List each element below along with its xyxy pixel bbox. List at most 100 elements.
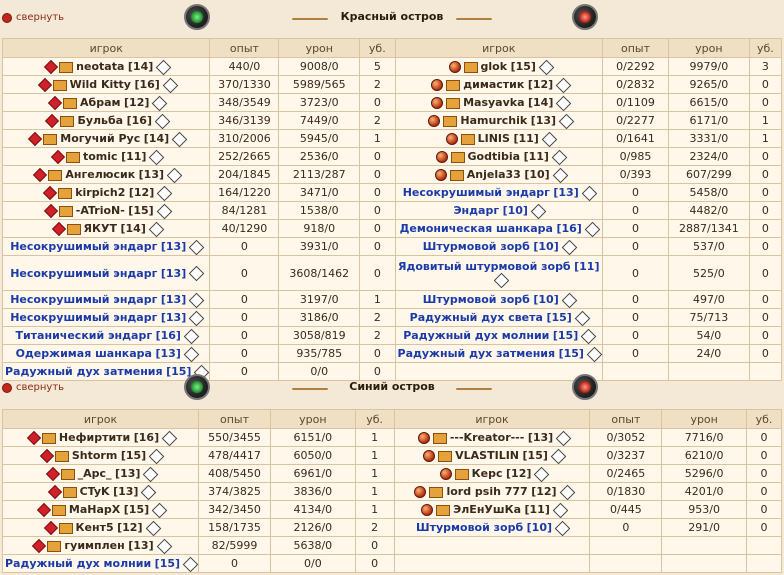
- info-diamond-icon[interactable]: [493, 272, 510, 288]
- player-name[interactable]: tomic [11]: [50, 149, 165, 165]
- collapse-link-2[interactable]: свернуть: [2, 382, 64, 393]
- player-name[interactable]: гуимплен [13]: [31, 538, 172, 554]
- info-diamond-icon[interactable]: [538, 59, 555, 75]
- info-diamond-icon[interactable]: [182, 556, 199, 572]
- info-diamond-icon[interactable]: [552, 502, 569, 518]
- info-diamond-icon[interactable]: [556, 95, 572, 111]
- player-name[interactable]: Нефиртити [16]: [26, 430, 178, 446]
- info-diamond-icon[interactable]: [145, 520, 161, 536]
- player-name[interactable]: kirpich2 [12]: [42, 185, 173, 201]
- info-diamond-icon[interactable]: [586, 346, 603, 362]
- player-name[interactable]: neotata [14]: [43, 59, 172, 75]
- info-diamond-icon[interactable]: [558, 113, 575, 129]
- npc-name[interactable]: Радужный дух затмения [15]: [5, 364, 210, 380]
- player-name[interactable]: glok [15]: [446, 59, 555, 75]
- npc-name[interactable]: Несокрушимый эндарг [13]: [10, 310, 205, 326]
- info-diamond-icon[interactable]: [188, 292, 205, 308]
- npc-name[interactable]: Радужный дух света [15]: [410, 310, 591, 326]
- player-name[interactable]: Godtibia [11]: [433, 149, 568, 165]
- info-diamond-icon[interactable]: [555, 430, 572, 446]
- npc-name[interactable]: Несокрушимый эндарг [13]: [10, 265, 205, 282]
- player-name[interactable]: Кент5 [12]: [43, 520, 161, 536]
- player-name[interactable]: lord psih 777 [12]: [411, 484, 575, 500]
- npc-name[interactable]: Эндарг [10]: [453, 203, 547, 219]
- info-diamond-icon[interactable]: [574, 310, 591, 326]
- player-name[interactable]: Masyavka [14]: [428, 95, 572, 111]
- player-name[interactable]: Керс [12]: [437, 466, 550, 482]
- npc-name[interactable]: Несокрушимый эндарг [13]: [403, 185, 598, 201]
- info-diamond-icon[interactable]: [152, 95, 168, 111]
- info-diamond-icon[interactable]: [530, 203, 547, 219]
- info-diamond-icon[interactable]: [148, 448, 165, 464]
- player-name[interactable]: димастик [12]: [428, 77, 572, 93]
- info-diamond-icon[interactable]: [156, 203, 172, 219]
- player-name[interactable]: ЭлЕнУшКа [11]: [418, 502, 569, 518]
- player-cell: Керс [12]: [393, 464, 591, 483]
- player-name[interactable]: VLASTILIN [15]: [420, 448, 567, 464]
- npc-name[interactable]: Штурмовой зорб [10]: [423, 292, 578, 308]
- info-diamond-icon[interactable]: [188, 265, 205, 282]
- player-name[interactable]: Anjela33 [10]: [432, 167, 568, 183]
- npc-name[interactable]: Радужный дух молнии [15]: [403, 328, 597, 344]
- info-diamond-icon[interactable]: [156, 185, 173, 201]
- info-diamond-icon[interactable]: [561, 292, 578, 308]
- info-diamond-icon[interactable]: [559, 484, 575, 500]
- player-name[interactable]: МаНарХ [15]: [36, 502, 168, 518]
- info-diamond-icon[interactable]: [188, 239, 205, 255]
- player-name[interactable]: Абрам [12]: [47, 95, 168, 111]
- player-name[interactable]: Shtorm [15]: [39, 448, 165, 464]
- player-name[interactable]: Wild Kitty [16]: [37, 77, 179, 93]
- info-diamond-icon[interactable]: [555, 77, 572, 93]
- table-row: МаНарХ [15] 342/3450 4134/0 1 ЭлЕнУшКа [11] 0…: [1, 500, 782, 519]
- info-diamond-icon[interactable]: [183, 346, 200, 362]
- info-diamond-icon[interactable]: [551, 149, 568, 165]
- info-diamond-icon[interactable]: [554, 520, 571, 536]
- info-diamond-icon[interactable]: [143, 466, 159, 482]
- info-diamond-icon[interactable]: [581, 185, 598, 201]
- npc-name[interactable]: Штурмовой зорб [10]: [416, 520, 571, 536]
- info-diamond-icon[interactable]: [154, 113, 171, 129]
- player-name[interactable]: Бульба [16]: [44, 113, 171, 129]
- info-diamond-icon[interactable]: [149, 149, 165, 165]
- info-diamond-icon[interactable]: [188, 310, 205, 326]
- level-label: [12]: [531, 485, 557, 498]
- player-cell: ---Kreator--- [13]: [393, 428, 591, 447]
- info-diamond-icon[interactable]: [166, 167, 183, 183]
- info-diamond-icon[interactable]: [183, 328, 200, 344]
- info-diamond-icon[interactable]: [584, 221, 601, 237]
- info-diamond-icon[interactable]: [156, 538, 172, 554]
- npc-name[interactable]: Ядовитый штурмовой зорб [11]: [398, 260, 600, 288]
- npc-name[interactable]: Радужный дух молнии [15]: [5, 556, 199, 572]
- info-diamond-icon[interactable]: [561, 239, 578, 255]
- info-diamond-icon[interactable]: [141, 484, 157, 500]
- player-name[interactable]: LINIS [11]: [443, 131, 558, 147]
- info-diamond-icon[interactable]: [552, 167, 568, 183]
- npc-name[interactable]: Штурмовой зорб [10]: [423, 239, 578, 255]
- info-diamond-icon[interactable]: [534, 466, 550, 482]
- info-diamond-icon[interactable]: [151, 502, 168, 518]
- info-diamond-icon[interactable]: [148, 221, 165, 237]
- player-name[interactable]: _Apc_ [13]: [45, 466, 159, 482]
- npc-name[interactable]: Несокрушимый эндарг [13]: [10, 239, 205, 255]
- info-diamond-icon[interactable]: [155, 59, 172, 75]
- player-name[interactable]: Hamurchik [13]: [425, 113, 575, 129]
- player-name[interactable]: ---Kreator--- [13]: [415, 430, 572, 446]
- info-diamond-icon[interactable]: [161, 430, 178, 446]
- collapse-link-1[interactable]: свернуть: [2, 12, 64, 23]
- player-name[interactable]: CTyK [13]: [47, 484, 157, 500]
- info-diamond-icon[interactable]: [550, 448, 567, 464]
- npc-name[interactable]: Радужный дух затмения [15]: [398, 346, 603, 362]
- info-diamond-icon[interactable]: [580, 328, 597, 344]
- info-diamond-icon[interactable]: [541, 131, 558, 147]
- player-name[interactable]: ЯКУТ [14]: [51, 221, 165, 237]
- table-row: Несокрушимый эндарг [13] 0 3931/0 0 Штурмово…: [1, 237, 783, 256]
- npc-name[interactable]: Одержимая шанкара [13]: [16, 346, 200, 362]
- info-diamond-icon[interactable]: [162, 77, 179, 93]
- player-name[interactable]: -ATrioN- [15]: [43, 203, 172, 219]
- npc-name[interactable]: Несокрушимый эндарг [13]: [10, 292, 205, 308]
- info-diamond-icon[interactable]: [171, 131, 188, 147]
- player-name[interactable]: Могучий Рус [14]: [27, 131, 188, 147]
- npc-name[interactable]: Титанический эндарг [16]: [15, 328, 200, 344]
- npc-name[interactable]: Демоническая шанкара [16]: [400, 221, 601, 237]
- player-name[interactable]: Ангелюсик [13]: [32, 167, 183, 183]
